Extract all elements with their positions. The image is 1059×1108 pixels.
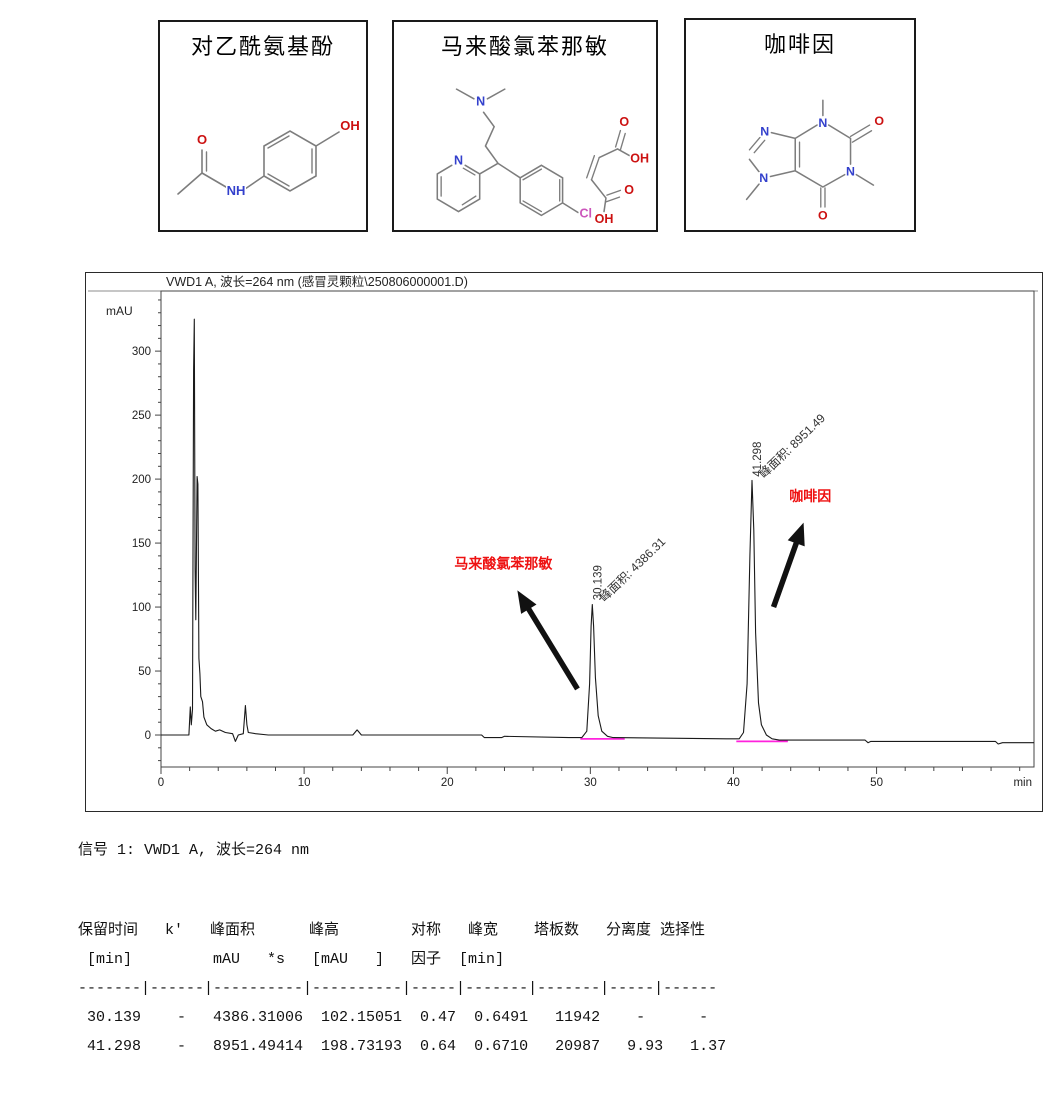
y-tick-label: 200 bbox=[132, 474, 151, 486]
atom-label: Cl bbox=[579, 206, 592, 220]
peak-annotation: 马来酸氯苯那敏 bbox=[454, 556, 553, 572]
x-tick-label: 40 bbox=[727, 777, 740, 789]
atom-label: N bbox=[846, 165, 855, 179]
compound-box-paracetamol: 对乙酰氨基酚 O NH OH bbox=[158, 20, 368, 232]
table-units-row: [min] mAU *s [mAU ] 因子 [min] bbox=[78, 951, 505, 968]
atom-label: OH bbox=[630, 151, 649, 165]
table-separator-row: -------|------|----------|----------|---… bbox=[78, 980, 718, 997]
caffeine-structure: N N N N O O bbox=[745, 99, 886, 224]
x-tick-label: 50 bbox=[870, 777, 883, 789]
atom-label: N bbox=[759, 171, 768, 185]
compound-title: 对乙酰氨基酚 bbox=[190, 35, 335, 60]
table-row: 30.139 - 4386.31006 102.15051 0.47 0.649… bbox=[78, 1009, 709, 1026]
bond-lines bbox=[436, 88, 634, 217]
atom-label: N bbox=[454, 153, 463, 167]
y-tick-label: 100 bbox=[132, 602, 151, 614]
atom-label: OH bbox=[595, 212, 614, 226]
plot-area-border bbox=[160, 290, 1035, 768]
chart-title: VWD1 A, 波长=264 nm (感冒灵颗粒\250806000001.D) bbox=[166, 274, 468, 289]
y-tick-label: 50 bbox=[138, 666, 151, 678]
annotation-arrow-head bbox=[517, 590, 537, 614]
chromatogram-canvas: VWD1 A, 波长=264 nm (感冒灵颗粒\250806000001.D)… bbox=[88, 274, 1038, 789]
chlorpheniramine-structure: N N Cl O OH O OH bbox=[436, 88, 651, 226]
compound-title: 咖啡因 bbox=[763, 33, 836, 58]
annotation-arrow-shaft bbox=[770, 538, 801, 608]
atom-label: O bbox=[874, 114, 884, 128]
x-tick-label: 20 bbox=[441, 777, 454, 789]
atom-label: O bbox=[197, 132, 207, 147]
peak-area-label: 峰面积: 8951.49 bbox=[756, 411, 828, 481]
double-bond-lines bbox=[440, 129, 626, 213]
peak-rt-label: 30.139 bbox=[592, 565, 604, 600]
x-tick-label: 0 bbox=[158, 777, 164, 789]
bond-lines bbox=[745, 99, 875, 201]
compound-title: 马来酸氯苯那敏 bbox=[440, 35, 609, 60]
atom-label: OH bbox=[340, 118, 360, 133]
compound-box-chlorpheniramine: 马来酸氯苯那敏 N N Cl O OH O OH bbox=[392, 20, 658, 232]
compound-box-caffeine: 咖啡因 N N N N O O bbox=[684, 18, 916, 232]
y-tick-label: 0 bbox=[145, 730, 151, 742]
atom-label: NH bbox=[227, 183, 246, 198]
paracetamol-structure: O NH OH bbox=[177, 117, 361, 200]
atom-label: O bbox=[818, 208, 828, 222]
atom-label: O bbox=[619, 115, 629, 129]
signal-line: 信号 1: VWD1 A, 波长=264 nm bbox=[78, 842, 310, 859]
annotation-arrow-shaft bbox=[524, 604, 580, 691]
y-tick-label: 300 bbox=[132, 346, 151, 358]
chromatogram-trace bbox=[161, 318, 1034, 745]
y-axis-unit-label: mAU bbox=[106, 304, 133, 318]
peak-rt-label: 41.298 bbox=[752, 442, 764, 477]
atom-label: N bbox=[760, 125, 769, 139]
double-bond-lines bbox=[748, 124, 873, 208]
annotation-arrow-head bbox=[787, 522, 805, 547]
table-header-row: 保留时间 k' 峰面积 峰高 对称 峰宽 塔板数 分离度 选择性 bbox=[78, 922, 706, 939]
peak-area-label: 峰面积: 4386.31 bbox=[597, 534, 669, 604]
chromatogram-frame: VWD1 A, 波长=264 nm (感冒灵颗粒\250806000001.D)… bbox=[85, 272, 1043, 812]
peak-results-table: 保留时间 k' 峰面积 峰高 对称 峰宽 塔板数 分离度 选择性 [min] m… bbox=[78, 916, 726, 1061]
x-axis-unit-label: min bbox=[1013, 777, 1032, 789]
double-bond-lines bbox=[205, 135, 313, 187]
atom-label: N bbox=[476, 95, 485, 109]
x-tick-label: 10 bbox=[298, 777, 311, 789]
y-tick-label: 250 bbox=[132, 410, 151, 422]
y-tick-label: 150 bbox=[132, 538, 151, 550]
x-tick-label: 30 bbox=[584, 777, 597, 789]
atom-label: N bbox=[818, 116, 827, 130]
atom-label: O bbox=[624, 183, 634, 197]
table-row: 41.298 - 8951.49414 198.73193 0.64 0.671… bbox=[78, 1038, 727, 1055]
peak-annotation: 咖啡因 bbox=[789, 488, 831, 504]
bond-lines bbox=[177, 130, 340, 195]
